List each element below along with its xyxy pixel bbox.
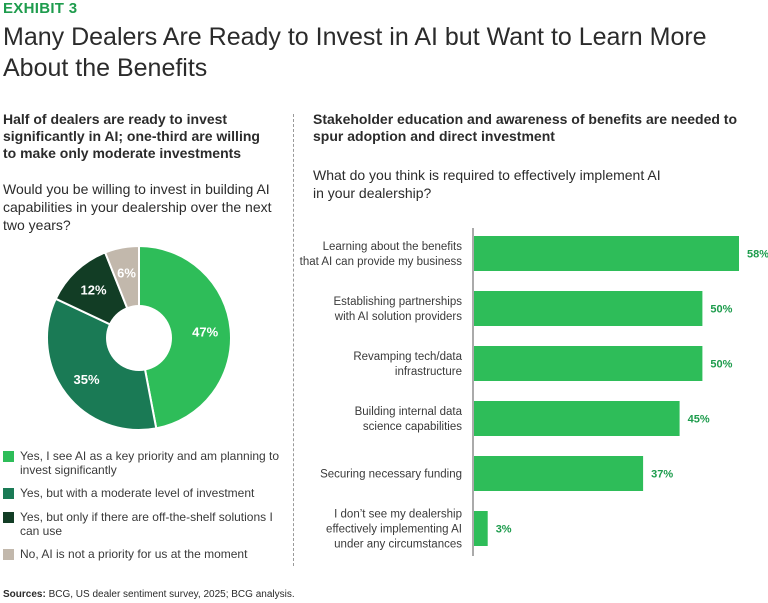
legend-label: Yes, I see AI as a key priority and am p… <box>20 449 280 477</box>
legend-swatch <box>3 451 14 462</box>
bar-value-label: 58% <box>747 249 768 261</box>
right-panel-heading: Stakeholder education and awareness of b… <box>313 111 738 144</box>
bar-category-label: Building internal data science capabiliti… <box>355 406 463 433</box>
bar-category-label: Establishing partnerships with AI solutio… <box>334 296 463 323</box>
bar <box>474 511 488 546</box>
bar-category-label: I don’t see my dealership effectively imp… <box>326 509 462 551</box>
bar-category-label: Revamping tech/data infrastructure <box>353 351 462 378</box>
bar-value-label: 3% <box>496 524 512 536</box>
left-panel-question: Would you be willing to invest in buildi… <box>3 181 272 233</box>
bar <box>474 236 739 271</box>
legend-label: Yes, but only if there are off-the-shelf… <box>20 510 273 538</box>
donut-slice-label: 12% <box>80 283 106 298</box>
donut-hole <box>106 305 172 371</box>
right-panel-question: What do you think is required to effecti… <box>313 167 661 201</box>
bar-value-label: 37% <box>651 469 673 481</box>
chart-title: Many Dealers Are Ready to Invest in AI b… <box>3 23 707 82</box>
bar <box>474 456 644 491</box>
donut-chart: 47% 35% 12% 6% <box>46 244 232 431</box>
legend-swatch <box>3 549 14 560</box>
bar-chart: 58% Learning about the benefits that AI ca… <box>300 228 768 556</box>
left-panel-heading: Half of dealers are ready to invest sign… <box>3 111 260 161</box>
bar-value-label: 50% <box>710 304 732 316</box>
source-text: BCG, US dealer sentiment survey, 2025; B… <box>48 589 295 600</box>
source-label: Sources: <box>3 589 46 600</box>
donut-slice-label: 6% <box>117 266 136 281</box>
legend-label: No, AI is not a priority for us at the m… <box>20 547 248 561</box>
bar <box>474 291 703 326</box>
legend-swatch <box>3 488 14 499</box>
bar-category-label: Learning about the benefits that AI can p… <box>300 241 463 268</box>
bar-category-label: Securing necessary funding <box>320 469 462 481</box>
bar <box>474 401 680 436</box>
donut-slice-label: 47% <box>192 325 218 340</box>
legend-label: Yes, but with a moderate level of invest… <box>20 486 255 500</box>
bar-value-label: 45% <box>688 414 710 426</box>
bar <box>474 346 703 381</box>
donut-slice <box>138 244 232 430</box>
donut-slice-label: 35% <box>73 372 99 387</box>
legend-swatch <box>3 512 14 523</box>
source-note: Sources: BCG, US dealer sentiment survey… <box>3 589 295 600</box>
bar-value-label: 50% <box>710 359 732 371</box>
donut-slice <box>46 297 158 431</box>
panel-divider <box>293 114 294 566</box>
exhibit-label: EXHIBIT 3 <box>3 0 78 17</box>
